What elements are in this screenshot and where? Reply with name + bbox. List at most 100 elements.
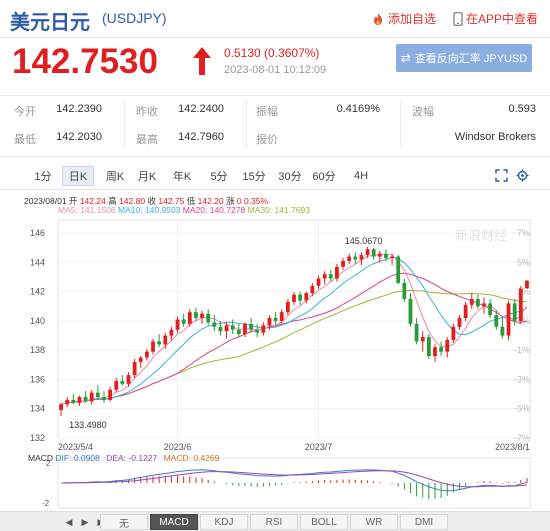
low-label: 最低 [14, 134, 36, 146]
pct-tick-label: -1% [514, 345, 530, 355]
candle-body [316, 278, 321, 286]
low-value: 142.2030 [56, 131, 102, 143]
indicator-tab[interactable]: RSI [250, 514, 298, 530]
ohlc-info: 2023/08/01 开 142.24 高 142.80 收 142.75 低 … [24, 195, 268, 207]
candle-body [463, 304, 468, 319]
candle-body [89, 392, 94, 402]
amplitude-label: 振幅 [256, 106, 278, 118]
period-tab[interactable]: 1分 [34, 171, 52, 183]
scroll-left-button[interactable]: ◀ [65, 516, 73, 527]
period-tab[interactable]: 15分 [242, 171, 266, 183]
candle-body [377, 253, 382, 257]
candle-body [267, 318, 272, 326]
candle-body [475, 299, 480, 307]
ma-info: MA5: 141.1506 MA10: 140.9503 MA20: 140.7… [58, 205, 310, 215]
candle-body [206, 313, 211, 323]
settings-icon[interactable] [516, 169, 529, 182]
candle-body [525, 280, 529, 289]
macd-tick-label: 2 [46, 459, 51, 468]
reverse-rate-label: 查看反向汇率 JPYUSD [414, 53, 528, 65]
candle-body [408, 299, 413, 324]
add-favorite-button[interactable]: 添加自选 [371, 10, 436, 27]
macd-title: MACD [28, 453, 54, 463]
candle-body [439, 347, 444, 352]
y-tick-label: 134 [30, 404, 45, 414]
candle-body [138, 357, 143, 362]
candle-body [255, 329, 260, 333]
header-bar [0, 0, 550, 38]
high-value: 142.7960 [178, 131, 224, 143]
candle-body [420, 337, 425, 342]
candle-body [175, 319, 180, 330]
candle-body [365, 249, 370, 256]
candle-body [230, 325, 235, 330]
indicator-tab[interactable]: KDJ [200, 514, 248, 530]
candle-body [108, 389, 113, 400]
ma30-line [60, 289, 527, 405]
candle-body [151, 341, 155, 352]
indicator-tab[interactable]: DMI [400, 514, 448, 530]
kline-chart[interactable]: 146 7% 144 5% 142 3% 140 1% 138 -1% 136 -3% 134 -5% 13… [0, 212, 550, 510]
info-open-label: 开 [68, 196, 78, 206]
candle-body [212, 322, 217, 327]
pct-tick-label: 3% [517, 287, 530, 297]
x-tick-label: 2023/5/4 [58, 442, 93, 452]
candle-body [433, 347, 437, 357]
fullscreen-icon[interactable] [495, 169, 508, 182]
period-tab[interactable]: 年K [172, 171, 192, 183]
candle-body [292, 294, 296, 302]
candle-body [224, 325, 229, 332]
divider [0, 156, 550, 157]
candle-body [298, 294, 303, 301]
candle-body [65, 399, 70, 405]
candle-body [371, 249, 376, 257]
candle-body [494, 315, 499, 327]
info-close-label: 收 [147, 196, 156, 206]
reverse-rate-button[interactable]: ⇄ 查看反向汇率 JPYUSD [396, 44, 532, 72]
period-tab[interactable]: 周K [105, 171, 125, 183]
dea-line [61, 470, 527, 488]
indicator-tab[interactable]: MACD [150, 514, 198, 530]
candle-body [194, 312, 198, 319]
candle-body [249, 323, 253, 330]
phone-icon [453, 11, 463, 26]
candle-body [285, 301, 290, 313]
divider [0, 95, 550, 96]
period-tab[interactable]: 30分 [278, 171, 302, 183]
candle-body [187, 312, 192, 324]
info-date: 2023/08/01 [24, 196, 67, 206]
candle-body [236, 329, 241, 335]
candle-body [353, 256, 358, 260]
watermark-text: 新浪财经 [455, 228, 507, 244]
candle-body [469, 299, 474, 305]
candle-body [132, 361, 137, 376]
ma20-line [60, 272, 527, 405]
candle-body [157, 341, 162, 345]
period-tab[interactable]: 5分 [210, 171, 228, 183]
macd-tick-label: -2 [42, 499, 50, 508]
period-tab[interactable]: 4H [353, 170, 369, 182]
y-tick-label: 146 [30, 228, 45, 238]
scroll-right-button[interactable]: ▶ [81, 516, 89, 527]
ma20-value: MA20: 140.7278 [182, 205, 246, 215]
candle-body [445, 339, 450, 352]
period-tab[interactable]: 60分 [312, 171, 336, 183]
wave-label: 波幅 [412, 106, 434, 118]
period-tab[interactable]: 月K [137, 171, 157, 183]
candle-body [114, 380, 119, 390]
view-in-app-button[interactable]: 在APP中查看 [453, 10, 538, 27]
candle-body [95, 392, 100, 398]
indicator-tab[interactable]: WR [350, 514, 398, 530]
candle-body [518, 288, 523, 321]
candle-body [402, 282, 407, 300]
candle-body [384, 253, 388, 259]
candle-body [218, 326, 223, 332]
candle-body [390, 256, 394, 259]
indicator-tab[interactable]: BOLL [300, 514, 348, 530]
quote-source-value: Windsor Brokers [454, 131, 536, 143]
indicator-tab[interactable]: 无 [100, 514, 148, 530]
candle-body [347, 256, 352, 261]
period-tab[interactable]: 日K [62, 166, 94, 186]
candle-body [144, 351, 149, 358]
ma5-line [60, 253, 528, 405]
